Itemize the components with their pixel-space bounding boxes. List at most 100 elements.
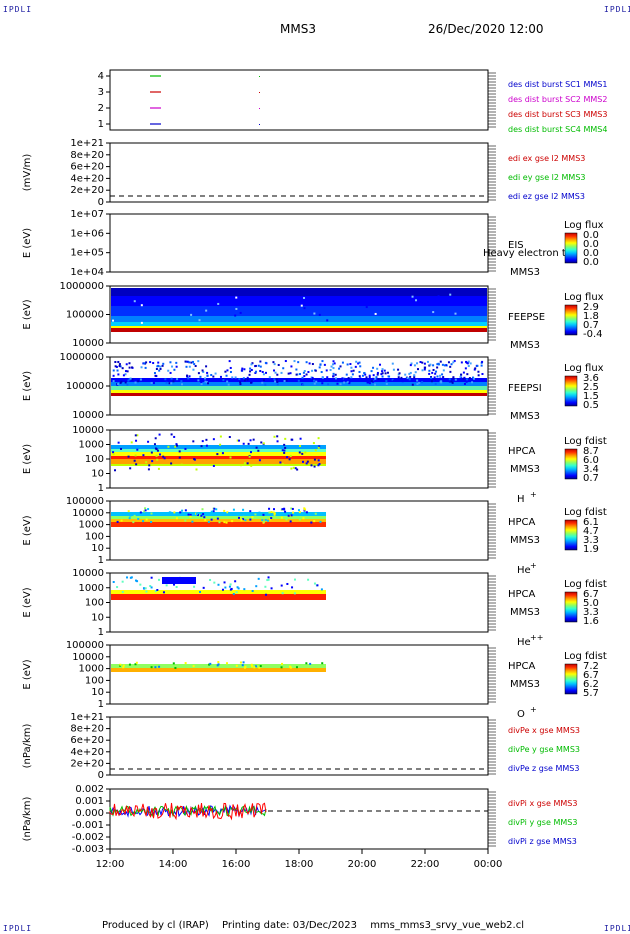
spectro-speckle (239, 516, 242, 519)
spectro-speckle (314, 449, 317, 452)
y-tick-label: 1e+21 (70, 712, 104, 723)
spectro-speckle (238, 378, 241, 381)
spectro-speckle (196, 512, 199, 515)
spectro-speckle (365, 376, 368, 379)
spectro-speckle (243, 588, 246, 591)
colorbar-rect (564, 304, 578, 336)
spectro-speckle (142, 587, 145, 590)
spectro-speckle (217, 583, 220, 586)
spectro-speckle (225, 374, 228, 377)
spectro-speckle (283, 443, 286, 446)
spectro-speckle (144, 587, 147, 590)
spectro-speckle (302, 383, 305, 386)
spectro-speckle (170, 462, 173, 465)
spectro-speckle (131, 366, 134, 369)
spectro-speckle (112, 380, 115, 383)
species-label: He (517, 565, 531, 576)
panel-frame (109, 716, 489, 776)
spectro-speckle (221, 452, 224, 455)
spectro-speckle (311, 363, 314, 366)
spectro-band (111, 306, 487, 316)
colorbar-rect (564, 663, 578, 695)
colorbar-tick-label: 3.3 (583, 607, 599, 618)
spectro-speckle (137, 517, 140, 520)
spectro-speckle (428, 364, 431, 367)
spectro-speckle (251, 590, 254, 593)
spectro-speckle (264, 585, 267, 588)
spectro-speckle (448, 380, 451, 383)
spectro-speckle (251, 516, 254, 519)
spectro-speckle (112, 451, 115, 454)
spectro-speckle (465, 360, 468, 363)
spectro-speckle (225, 521, 228, 524)
spectro-speckle (184, 360, 187, 363)
spectro-speckle (472, 376, 475, 379)
spectro-speckle (359, 377, 362, 380)
spectro-speckle (173, 368, 176, 371)
species-charge-label: + (530, 490, 537, 499)
y-tick-label: 1e+07 (70, 209, 104, 220)
spectro-speckle (158, 433, 161, 436)
spectro-speckle (370, 370, 373, 373)
spectro-speckle (174, 666, 177, 669)
spectro-speckle (224, 370, 227, 373)
spectro-speckle (199, 514, 202, 517)
spectro-speckle (175, 361, 178, 364)
spectro-speckle (365, 306, 368, 309)
colorbar-tick-label: 0.0 (583, 248, 599, 259)
spectro-speckle (290, 365, 293, 368)
spectro-speckle (288, 458, 291, 461)
spectro-speckle (135, 661, 138, 664)
y-tick-label: 6e+20 (70, 162, 104, 173)
spectro-speckle (219, 443, 222, 446)
spectro-speckle (192, 360, 195, 363)
spectro-speckle (200, 445, 203, 448)
spectro-speckle (234, 376, 237, 379)
spectro-speckle (242, 661, 245, 664)
spectro-speckle (293, 592, 296, 595)
spectro-speckle (114, 469, 117, 472)
spectro-speckle (257, 364, 260, 367)
spectro-speckle (452, 377, 455, 380)
spectro-speckle (176, 378, 179, 381)
spectro-speckle (199, 375, 202, 378)
spectro-speckle (134, 381, 137, 384)
spectro-speckle (112, 319, 115, 322)
spectro-speckle (239, 661, 242, 664)
spectro-speckle (125, 363, 128, 366)
colorbar-title: Log fdist (564, 507, 607, 518)
spectro-speckle (381, 368, 384, 371)
spectro-speckle (264, 519, 267, 522)
spectro-speckle (299, 373, 302, 376)
spectro-speckle (321, 376, 324, 379)
x-tick-label: 12:00 (96, 859, 125, 870)
spectro-speckle (128, 378, 131, 381)
spectro-speckle (280, 516, 283, 519)
spectro-speckle (118, 363, 121, 366)
spectro-speckle (204, 380, 207, 383)
spectro-speckle (249, 439, 252, 442)
y-axis-label: E (eV) (22, 515, 33, 545)
spectro-speckle (242, 518, 245, 521)
spectro-speckle (476, 364, 479, 367)
spectro-speckle (149, 361, 152, 364)
spectro-speckle (442, 376, 445, 379)
spectro-speckle (413, 364, 416, 367)
y-tick-label: 10 (91, 612, 104, 623)
y-tick-label: 0.001 (75, 796, 104, 807)
spacecraft-label: MMS3 (510, 267, 540, 278)
spectro-band (111, 449, 326, 452)
spectro-speckle (370, 380, 373, 383)
spectro-speckle (289, 372, 292, 375)
spectro-speckle (252, 438, 255, 441)
spectro-speckle (374, 378, 377, 381)
spectro-speckle (418, 381, 421, 384)
colorbar-tick-label: 6.1 (583, 517, 599, 528)
spectro-speckle (202, 370, 205, 373)
spectro-speckle (372, 380, 375, 383)
legend-entry: divPe y gse MMS3 (508, 745, 580, 754)
spectro-speckle (445, 364, 448, 367)
spectro-speckle (229, 371, 232, 374)
spectro-speckle (184, 662, 187, 665)
